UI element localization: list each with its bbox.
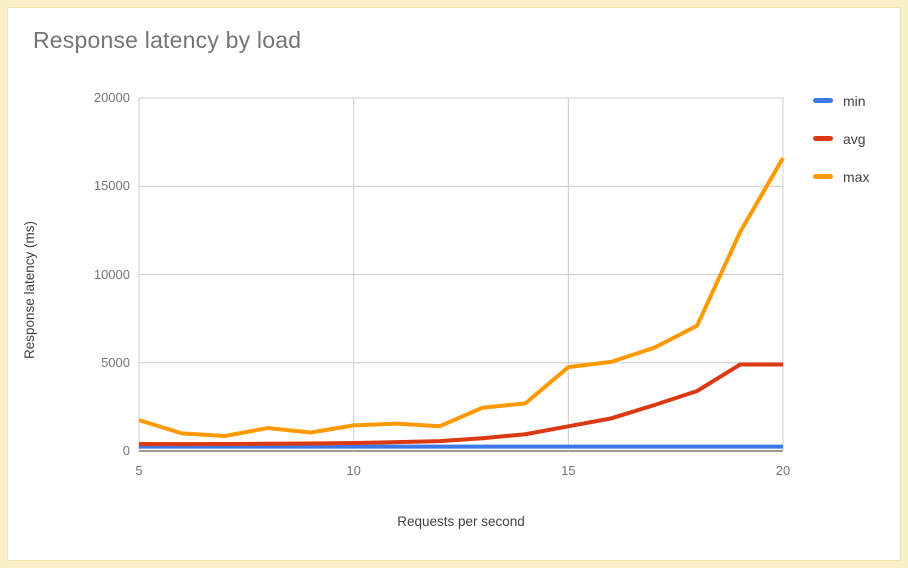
y-axis-title: Response latency (ms) (22, 220, 37, 360)
legend-label-max: max (843, 169, 870, 185)
series-line-max (138, 157, 785, 438)
y-axis-tick-label: 20000 (93, 90, 130, 105)
x-axis-tick-label: 20 (775, 463, 791, 478)
x-axis-tick-label: 15 (561, 463, 576, 478)
chart-title: Response latency by load (33, 27, 302, 53)
legend-swatch-avg (813, 136, 833, 141)
y-axis-tick-label: 0 (122, 443, 130, 458)
legend-label-avg: avg (843, 131, 866, 147)
chart-card: Response latency by load Requests per se… (7, 7, 901, 561)
y-axis-tick-label: 5000 (101, 354, 130, 370)
legend-label-min: min (843, 93, 866, 109)
line-chart-plot-area (138, 97, 785, 452)
x-axis-tick-label: 10 (346, 463, 361, 478)
legend-swatch-max (813, 174, 833, 179)
series-line-avg (138, 362, 783, 447)
x-axis-title: Requests per second (397, 514, 525, 529)
legend-swatch-min (813, 98, 833, 103)
y-axis-tick-label: 15000 (93, 178, 130, 194)
x-axis-tick-label: 5 (135, 463, 143, 478)
y-axis-tick-label: 10000 (93, 266, 130, 282)
